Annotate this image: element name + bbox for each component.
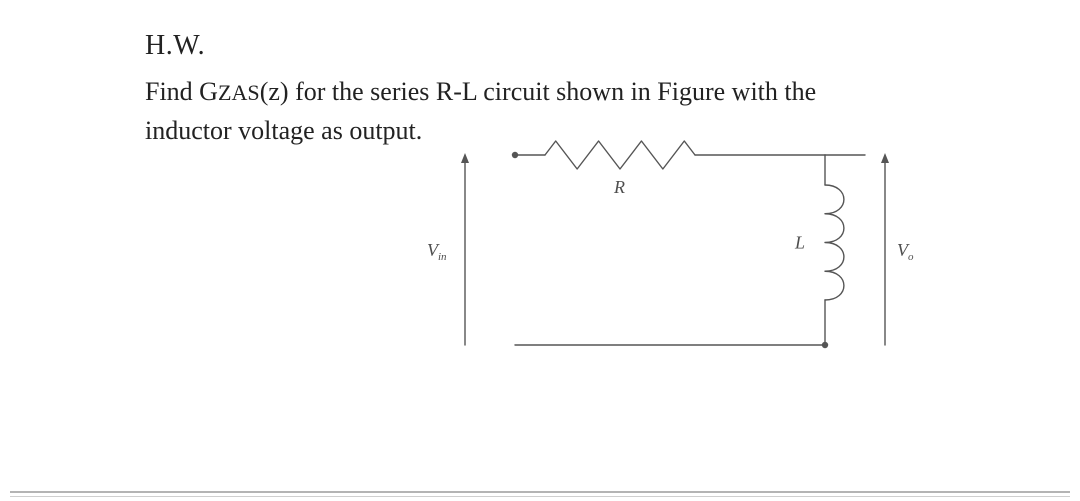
content-block: H.W. Find GZAS(z) for the series R-L cir…	[145, 30, 945, 152]
circuit-svg: Vin R L Vo	[145, 135, 945, 455]
circuit-diagram: Vin R L Vo	[145, 135, 945, 455]
bottom-divider	[10, 491, 1070, 493]
suffix: (z) for the series R-L circuit shown in …	[260, 77, 816, 106]
svg-text:R: R	[613, 177, 625, 197]
svg-text:Vin: Vin	[427, 240, 447, 263]
svg-text:Vo: Vo	[897, 240, 914, 263]
prefix: Find G	[145, 77, 218, 106]
subscript-zas: ZAS	[218, 80, 260, 105]
page: H.W. Find GZAS(z) for the series R-L cir…	[0, 0, 1080, 501]
svg-text:L: L	[794, 233, 805, 253]
problem-line-1: Find GZAS(z) for the series R-L circuit …	[145, 74, 945, 109]
heading-hw: H.W.	[145, 30, 945, 62]
